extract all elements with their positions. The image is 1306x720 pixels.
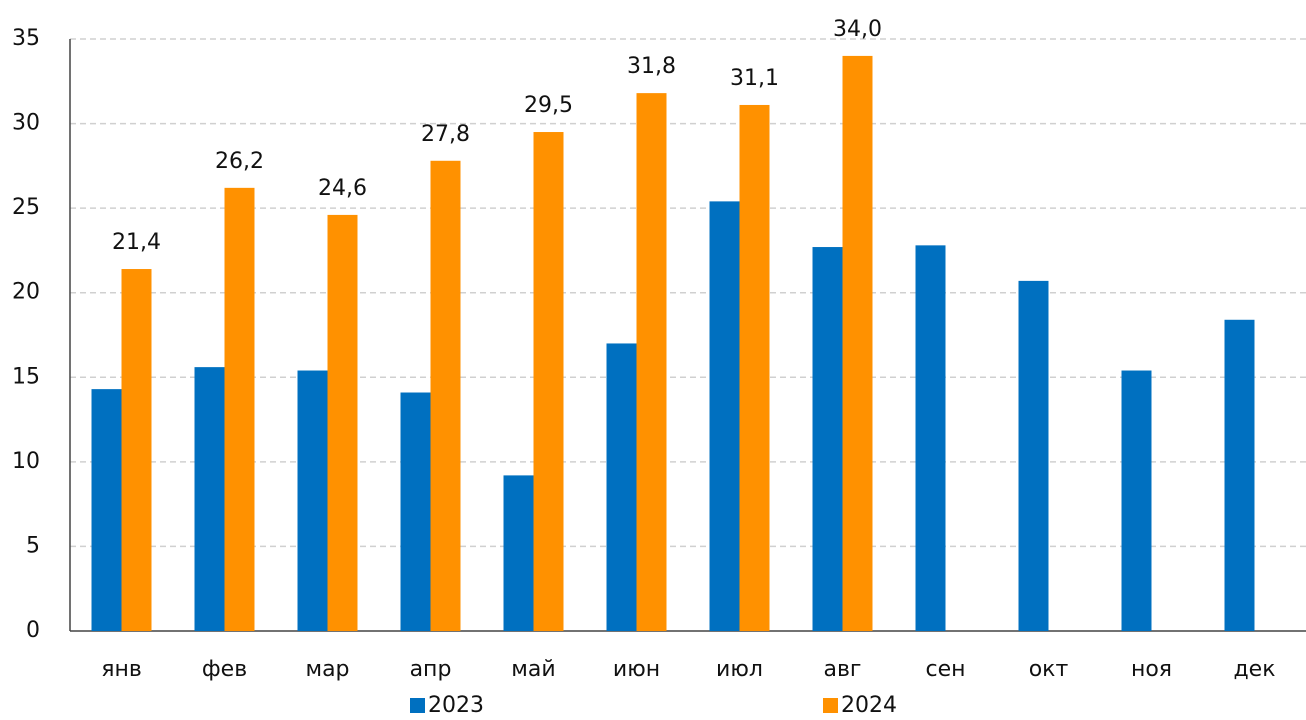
bar	[1121, 370, 1152, 631]
bar	[606, 343, 637, 631]
bar	[739, 104, 770, 632]
x-tick-label: янв	[101, 657, 142, 682]
bar	[709, 201, 740, 631]
bar	[91, 389, 122, 631]
x-tick-label: май	[511, 657, 555, 682]
value-label: 34,0	[833, 17, 882, 42]
bar	[430, 160, 461, 632]
x-tick-label: дек	[1233, 657, 1275, 682]
x-tick-label: мар	[305, 657, 349, 682]
x-tick-label: фев	[202, 657, 247, 682]
y-tick-label: 15	[12, 364, 40, 389]
bar	[915, 245, 946, 631]
bar	[224, 187, 255, 632]
y-tick-label: 20	[12, 280, 40, 305]
y-tick-label: 10	[12, 449, 40, 474]
bar	[1018, 280, 1049, 631]
legend-label: 2023	[428, 693, 484, 716]
x-tick-label: окт	[1029, 657, 1069, 682]
legend-swatch	[410, 698, 425, 713]
bar	[636, 93, 667, 631]
value-label: 21,4	[112, 230, 161, 255]
bar	[297, 370, 328, 631]
bar	[812, 247, 843, 631]
bar	[533, 132, 564, 631]
y-tick-label: 35	[12, 26, 40, 51]
value-label: 31,8	[627, 54, 676, 79]
x-tick-label: сен	[925, 657, 965, 682]
bar	[327, 214, 358, 631]
bar	[842, 55, 873, 631]
x-tick-label: июн	[613, 657, 660, 682]
y-tick-label: 5	[26, 533, 40, 558]
x-tick-label: авг	[823, 657, 861, 682]
value-label: 29,5	[524, 93, 573, 118]
y-tick-label: 25	[12, 195, 40, 220]
x-tick-label: июл	[716, 657, 763, 682]
x-tick-label: апр	[410, 657, 452, 682]
value-label: 27,8	[421, 122, 470, 147]
bar	[503, 475, 534, 631]
bar	[194, 367, 225, 631]
value-label: 24,6	[318, 176, 367, 201]
value-label: 31,1	[730, 66, 779, 91]
value-label: 26,2	[215, 149, 264, 174]
y-tick-label: 30	[12, 111, 40, 136]
legend-label: 2024	[841, 693, 897, 716]
y-tick-label: 0	[26, 618, 40, 643]
legend-swatch	[823, 698, 838, 713]
x-tick-label: ноя	[1131, 657, 1172, 682]
bar	[400, 392, 431, 631]
bar	[121, 269, 152, 631]
bar	[1224, 319, 1255, 631]
